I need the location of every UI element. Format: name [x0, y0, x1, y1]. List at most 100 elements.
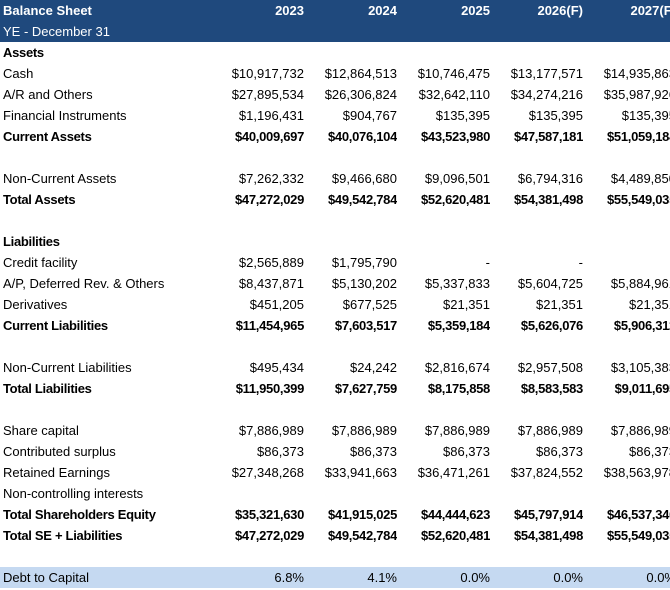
cell-value — [211, 147, 304, 168]
cell-value: - — [485, 255, 490, 270]
cell-value — [490, 147, 583, 168]
column-header: 2023 — [211, 0, 304, 21]
cell-value — [490, 546, 583, 567]
cell-value: $27,895,534 — [231, 87, 304, 102]
cell-value: - — [583, 252, 670, 273]
cell-value — [304, 42, 397, 63]
row-label: Non-controlling interests — [3, 486, 144, 501]
cell-value: $6,794,316 — [517, 171, 583, 186]
cell-value — [583, 399, 670, 420]
cell-value: $86,373 — [536, 444, 583, 459]
table-row: Non-Current Liabilities $495,434 $24,242 $2… — [0, 357, 670, 378]
cell-value — [304, 546, 397, 567]
cell-value: $86,373 — [257, 444, 304, 459]
cell-value: $135,395 — [621, 108, 670, 123]
table-row: Non-Current Assets $7,262,332 $9,466,680 $9… — [0, 168, 670, 189]
cell-value: $26,306,824 — [324, 87, 397, 102]
cell-value: $47,587,181 — [514, 129, 583, 144]
cell-value — [304, 336, 397, 357]
cell-value — [397, 546, 490, 567]
cell-value: $44,444,623 — [421, 507, 490, 522]
cell-value: $5,130,202 — [331, 276, 397, 291]
row-label: Total Shareholders Equity — [3, 507, 156, 522]
column-header: 2026(F) — [490, 0, 583, 21]
table-row: Financial Instruments $1,196,431 $904,767 $… — [0, 105, 670, 126]
table-row: Total Assets $47,272,029 $49,542,784 $52,62… — [0, 189, 670, 210]
column-header: 2025 — [397, 0, 490, 21]
cell-value — [583, 336, 670, 357]
cell-value — [490, 210, 583, 231]
cell-value — [397, 210, 490, 231]
cell-value — [211, 399, 304, 420]
cell-value: $5,604,725 — [517, 276, 583, 291]
spacer-row — [0, 210, 670, 231]
cell-value: $13,177,571 — [510, 66, 583, 81]
cell-value: $33,941,663 — [324, 465, 397, 480]
cell-value: $7,886,989 — [238, 423, 304, 438]
section-header-row: Assets — [0, 42, 670, 63]
cell-value: $135,395 — [528, 108, 583, 123]
table-row: Total Shareholders Equity $35,321,630 $41,… — [0, 504, 670, 525]
cell-value — [490, 399, 583, 420]
cell-value: $7,886,989 — [424, 423, 490, 438]
cell-value: $49,542,784 — [328, 192, 397, 207]
cell-value: $7,603,517 — [334, 318, 397, 333]
cell-value: $27,348,268 — [231, 465, 304, 480]
row-label: Total SE + Liabilities — [3, 528, 123, 543]
cell-value: $45,797,914 — [514, 507, 583, 522]
cell-value: $54,381,498 — [514, 192, 583, 207]
cell-value — [490, 42, 583, 63]
table-row: A/R and Others $27,895,534 $26,306,824 $32,… — [0, 84, 670, 105]
row-label — [0, 336, 211, 357]
cell-value: $7,886,989 — [517, 423, 583, 438]
cell-value — [397, 231, 490, 252]
sheet-title: Balance Sheet — [0, 0, 211, 21]
row-label: Credit facility — [3, 255, 78, 270]
row-label: Contributed surplus — [3, 444, 116, 459]
cell-value — [583, 231, 670, 252]
spacer-row — [0, 147, 670, 168]
cell-value: $5,884,961 — [610, 276, 670, 291]
column-header: 2024 — [304, 0, 397, 21]
cell-value: $34,274,216 — [510, 87, 583, 102]
cell-value: $35,321,630 — [235, 507, 304, 522]
cell-value: $10,746,475 — [417, 66, 490, 81]
cell-value: $12,864,513 — [324, 66, 397, 81]
cell-value — [304, 210, 397, 231]
table-row: Retained Earnings $27,348,268 $33,941,663 $… — [0, 462, 670, 483]
cell-value: $52,620,481 — [421, 528, 490, 543]
cell-value: $52,620,481 — [421, 192, 490, 207]
cell-value: $21,351 — [629, 297, 670, 312]
table-row: Current Assets $40,009,697 $40,076,104 $43,… — [0, 126, 670, 147]
cell-value: $5,337,833 — [424, 276, 490, 291]
cell-value: $2,565,889 — [238, 255, 304, 270]
cell-value: $9,466,680 — [331, 171, 397, 186]
cell-value — [211, 231, 304, 252]
cell-value — [583, 147, 670, 168]
table-row: Non-controlling interests — [0, 483, 670, 504]
cell-value: $54,381,498 — [514, 528, 583, 543]
cell-value: $5,906,312 — [613, 318, 670, 333]
row-label: Assets — [3, 45, 44, 60]
cell-value: $38,563,978 — [603, 465, 670, 480]
spacer-row — [0, 399, 670, 420]
cell-value: $9,011,695 — [614, 381, 670, 396]
cell-value: $451,205 — [249, 297, 304, 312]
sheet-subtitle: YE - December 31 — [0, 21, 211, 42]
cell-value: $8,583,583 — [520, 381, 583, 396]
spacer-row — [0, 336, 670, 357]
row-label: Liabilities — [3, 234, 60, 249]
cell-value — [211, 483, 304, 504]
cell-value: $1,795,790 — [331, 255, 397, 270]
cell-value: $5,626,076 — [520, 318, 583, 333]
row-label — [0, 399, 211, 420]
cell-value — [490, 231, 583, 252]
cell-value: $7,886,989 — [331, 423, 397, 438]
cell-value — [304, 399, 397, 420]
cell-value: $36,471,261 — [417, 465, 490, 480]
cell-value: $86,373 — [443, 444, 490, 459]
cell-value — [397, 483, 490, 504]
table-row: Total SE + Liabilities $47,272,029 $49,542… — [0, 525, 670, 546]
cell-value: $7,627,759 — [334, 381, 397, 396]
